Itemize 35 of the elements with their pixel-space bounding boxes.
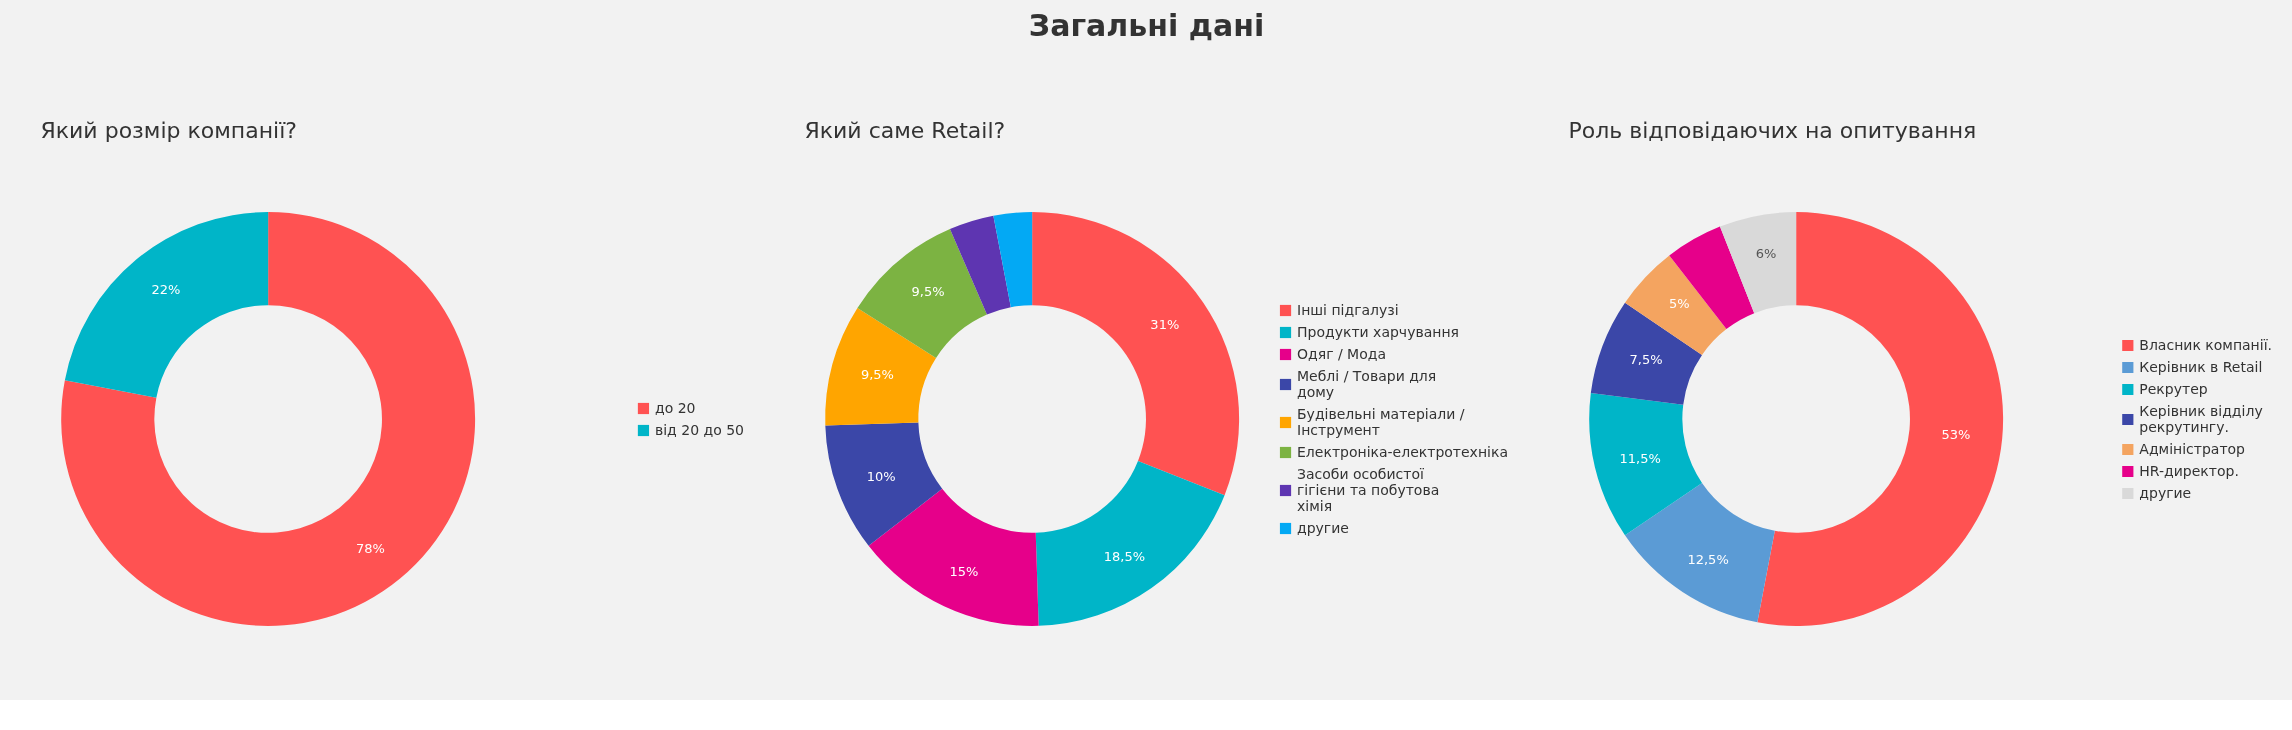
legend-label: від 20 до 50: [654, 421, 744, 438]
legend-label: Одяг / Мода: [1297, 345, 1387, 362]
legend-label: Керівник в Retail: [2139, 358, 2263, 375]
legend-label: Продукти харчування: [1297, 323, 1459, 340]
legend-label: Адміністратор: [2139, 440, 2245, 457]
data-label: 5%: [1668, 296, 1690, 312]
text: Загальні дані: [1028, 7, 1265, 43]
legend-label: Будівельні матеріали / Інструмент: [1297, 405, 1465, 438]
legend-label: Рекрутер: [2139, 380, 2208, 397]
chart-title: Роль відповідаючих на опитування: [1568, 117, 1977, 143]
legend-label: Меблі / Товари для дому: [1297, 367, 1437, 400]
legend-label: Інші підгалузі: [1297, 301, 1399, 318]
legend-label: другие: [1297, 519, 1349, 536]
legend-label: HR-директор.: [2139, 462, 2239, 479]
legend-label: Керівник відділу рекрутингу.: [2139, 402, 2263, 435]
data-label: 78%: [355, 541, 385, 557]
chart-title: Який саме Retail?: [804, 117, 1006, 143]
data-label: 18,5%: [1103, 549, 1146, 565]
legend-label: Засоби особистої гігієни та побутова хімія: [1297, 465, 1440, 514]
data-label: 6%: [1755, 246, 1777, 262]
data-label: 12,5%: [1687, 552, 1729, 568]
legend-label: Електроніка-електротехніка: [1297, 443, 1508, 460]
data-label: 11,5%: [1619, 450, 1661, 466]
legend-label: до 20: [654, 399, 696, 416]
data-label: 7,5%: [1629, 352, 1663, 367]
data-label: 10%: [866, 468, 896, 484]
data-label: 15%: [949, 563, 979, 579]
data-label: 9,5%: [860, 367, 894, 383]
legend-label: другие: [2139, 484, 2192, 501]
data-label: 22%: [151, 281, 181, 297]
data-label: 31%: [1150, 316, 1180, 332]
data-label: 53%: [1941, 427, 1971, 443]
data-label: 9,5%: [911, 283, 945, 299]
legend-label: Власник компанії.: [2139, 336, 2272, 353]
chart-title: Який розмір компанії?: [40, 117, 297, 143]
